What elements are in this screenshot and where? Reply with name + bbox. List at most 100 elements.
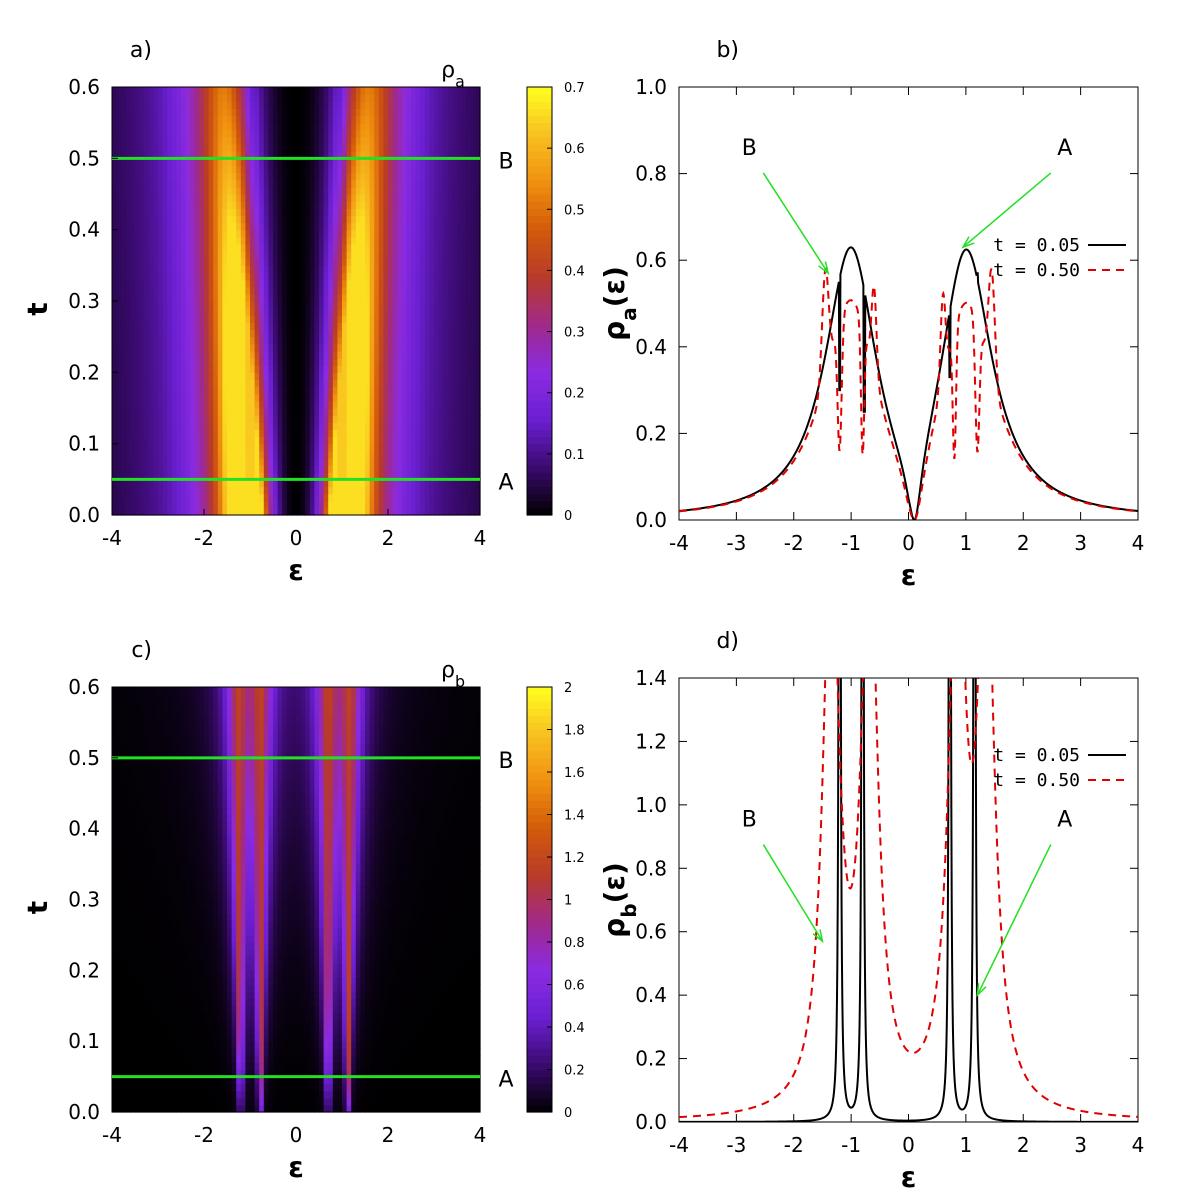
heatmap-cell <box>415 136 421 145</box>
heatmap-cell <box>125 443 131 452</box>
marker-label-A: A <box>498 470 513 495</box>
heatmap-cell <box>222 172 228 181</box>
heatmap-cell <box>434 236 440 245</box>
heatmap-cell <box>139 258 145 266</box>
heatmap-cell <box>447 343 453 352</box>
heatmap-cell <box>401 129 407 138</box>
heatmap-cell <box>452 215 458 224</box>
heatmap-cell <box>365 329 371 338</box>
heatmap-cell <box>277 215 283 224</box>
heatmap-cell <box>139 144 145 152</box>
heatmap-cell <box>429 115 435 124</box>
heatmap-cell <box>461 158 467 167</box>
heatmap-cell <box>240 379 246 388</box>
heatmap-cell <box>144 136 150 145</box>
heatmap-cell <box>457 236 463 245</box>
heatmap-cell <box>250 322 256 331</box>
heatmap-cell <box>351 222 357 231</box>
heatmap-cell <box>424 272 430 281</box>
heatmap-cell <box>443 301 449 309</box>
heatmap-cell <box>153 1104 159 1113</box>
heatmap-cell <box>374 172 380 181</box>
heatmap-cell <box>342 301 348 309</box>
heatmap-cell <box>434 301 440 309</box>
heatmap-cell <box>470 479 476 488</box>
heatmap-cell <box>259 94 265 102</box>
heatmap-cell <box>447 243 453 252</box>
heatmap-cell <box>443 343 449 352</box>
heatmap-cell <box>429 408 435 416</box>
heatmap-cell <box>125 315 131 323</box>
heatmap-cell <box>296 122 302 131</box>
heatmap-cell <box>236 500 242 509</box>
heatmap-cell <box>424 336 430 345</box>
heatmap-cell <box>314 94 320 102</box>
heatmap-cell <box>217 265 223 274</box>
heatmap-cell <box>328 507 334 516</box>
heatmap-cell <box>411 336 417 345</box>
heatmap-cell <box>231 279 237 288</box>
heatmap-cell <box>388 144 394 152</box>
heatmap-cell <box>268 279 274 288</box>
heatmap-cell <box>139 194 145 202</box>
heatmap-cell <box>360 343 366 352</box>
heatmap-cell <box>194 158 200 167</box>
heatmap-cell <box>438 208 444 216</box>
heatmap-cell <box>263 443 269 452</box>
heatmap-cell <box>167 507 173 516</box>
heatmap-cell <box>388 279 394 288</box>
heatmap-cell <box>236 472 242 480</box>
heatmap-cell <box>351 450 357 459</box>
heatmap-cell <box>300 122 306 131</box>
heatmap-cell <box>378 87 384 95</box>
heatmap-cell <box>323 315 329 323</box>
colorbar-segment <box>527 415 552 423</box>
heatmap-cell <box>277 350 283 359</box>
heatmap-cell <box>158 279 164 288</box>
heatmap-cell <box>429 358 435 366</box>
heatmap-cell <box>263 165 269 174</box>
heatmap-cell <box>162 293 168 302</box>
heatmap-cell <box>144 415 150 423</box>
heatmap-cell <box>434 486 440 495</box>
heatmap-cell <box>194 122 200 131</box>
heatmap-cell <box>167 443 173 452</box>
heatmap-cell <box>411 87 417 95</box>
heatmap-cell <box>314 165 320 174</box>
heatmap-cell <box>217 472 223 480</box>
heatmap-cell <box>475 94 481 102</box>
heatmap-cell <box>112 144 118 152</box>
heatmap-cell <box>342 251 348 259</box>
heatmap-cell <box>475 265 481 274</box>
heatmap-cell <box>121 194 127 202</box>
heatmap-cell <box>351 500 357 509</box>
heatmap-cell <box>461 479 467 488</box>
heatmap-cell <box>351 236 357 245</box>
heatmap-cell <box>466 179 472 188</box>
heatmap-cell <box>204 301 210 309</box>
heatmap-cell <box>392 479 398 488</box>
heatmap-cell <box>360 507 366 516</box>
heatmap-cell <box>176 493 182 502</box>
heatmap-cell <box>309 443 315 452</box>
heatmap-cell <box>447 272 453 281</box>
heatmap-cell <box>121 301 127 309</box>
heatmap-cell <box>153 429 159 438</box>
heatmap-cell <box>351 286 357 295</box>
heatmap-cell <box>139 243 145 252</box>
heatmap-cell <box>309 486 315 495</box>
heatmap-cell <box>434 372 440 381</box>
heatmap-cell <box>429 293 435 302</box>
heatmap-cell <box>300 507 306 516</box>
heatmap-cell <box>346 457 352 466</box>
heatmap-cell <box>406 429 412 438</box>
heatmap-cell <box>259 500 265 509</box>
heatmap-cell <box>365 101 371 109</box>
heatmap-cell <box>222 393 228 402</box>
heatmap-cell <box>130 286 136 295</box>
heatmap-cell <box>401 343 407 352</box>
heatmap-cell <box>337 443 343 452</box>
heatmap-cell <box>420 194 426 202</box>
heatmap-cell <box>438 472 444 480</box>
heatmap-cell <box>139 301 145 309</box>
